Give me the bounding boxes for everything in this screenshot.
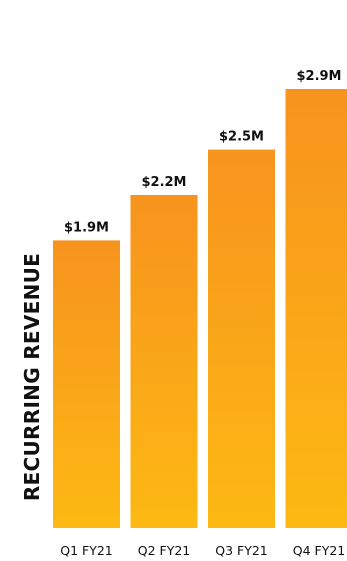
bars-group: [53, 89, 347, 528]
data-label-3: $2.5M: [219, 130, 264, 145]
data-label-1: $1.9M: [64, 220, 109, 235]
bar-4: [285, 89, 347, 528]
data-label-2: $2.2M: [141, 175, 186, 190]
bar-1: [53, 240, 120, 528]
x-tick-labels-group: Q1 FY21 Q2 FY21 Q3 FY21 Q4 FY21: [60, 543, 345, 558]
x-tick-label-3: Q3 FY21: [215, 543, 268, 558]
bar-2: [130, 195, 198, 528]
x-tick-label-1: Q1 FY21: [60, 543, 113, 558]
y-axis-label: RECURRING REVENUE: [20, 253, 44, 501]
data-label-4: $2.9M: [296, 69, 341, 84]
data-labels-group: $1.9M $2.2M $2.5M $2.9M: [64, 69, 342, 235]
x-tick-label-4: Q4 FY21: [293, 543, 346, 558]
x-tick-label-2: Q2 FY21: [138, 543, 191, 558]
bar-3: [208, 149, 275, 528]
